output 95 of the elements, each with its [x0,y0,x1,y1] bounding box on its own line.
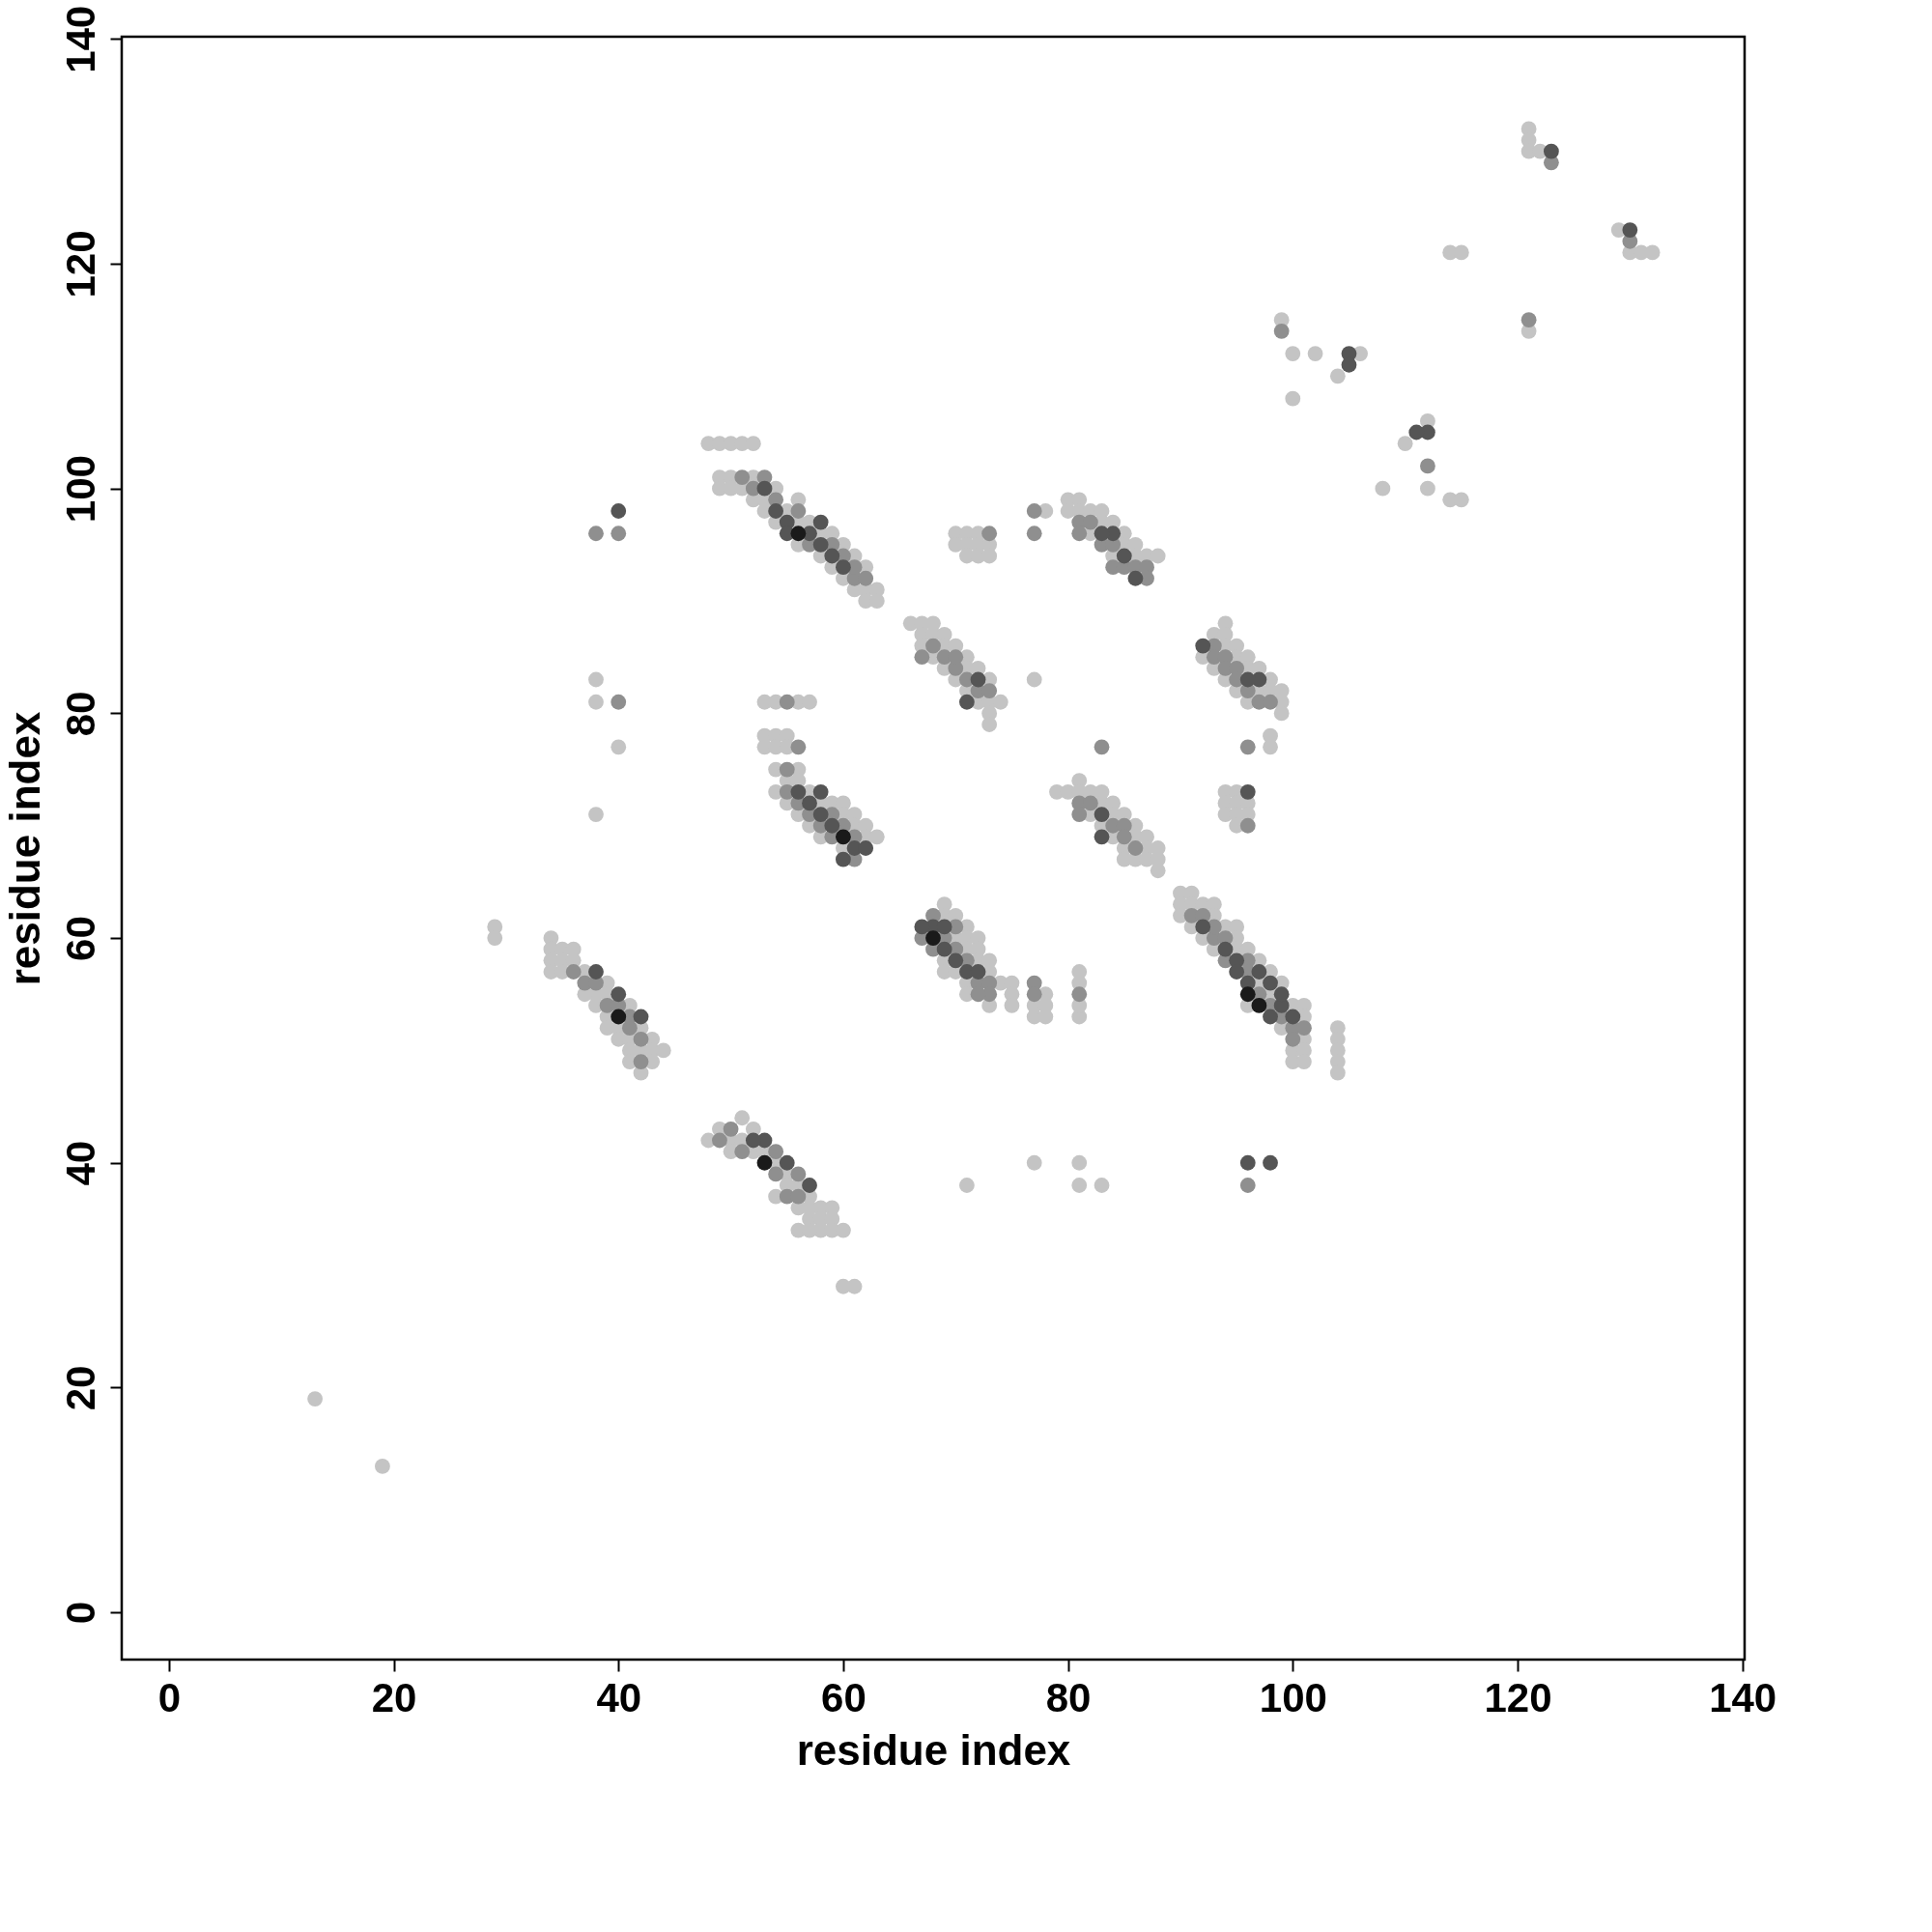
point [1520,312,1537,328]
y-tick-label: 20 [57,1365,103,1411]
point [588,526,604,542]
point [1296,1054,1312,1069]
point [802,694,817,710]
point [734,469,751,485]
point [1251,997,1267,1013]
y-tick-label: 140 [57,5,103,73]
x-tick-label: 60 [821,1674,867,1720]
point [1397,436,1413,452]
point [611,694,627,710]
point [836,829,851,845]
point [588,807,604,822]
point [1026,503,1042,519]
point [981,683,998,699]
point [1071,986,1088,1003]
point [1071,1154,1088,1171]
x-tick-label: 140 [1709,1674,1777,1720]
point [1273,705,1290,722]
point [846,1278,863,1294]
point [970,986,986,1003]
point [1127,840,1144,856]
point [1239,739,1256,755]
y-tick-label: 120 [57,230,103,298]
point [790,1188,807,1205]
point [1116,829,1132,845]
point [1026,526,1042,542]
x-tick-label: 20 [371,1674,417,1720]
point [1071,1178,1088,1193]
point [1026,986,1042,1003]
x-tick-label: 100 [1259,1674,1327,1720]
y-axis-title: residue index [0,711,48,986]
point [836,1222,851,1238]
x-tick-label: 80 [1045,1674,1092,1720]
x-tick-label: 120 [1484,1674,1552,1720]
point [1239,986,1256,1003]
point [1375,480,1391,497]
point [925,638,941,654]
point [1071,807,1088,822]
point [588,671,604,688]
point [1094,1178,1110,1193]
x-tick-label: 40 [596,1674,642,1720]
point [1026,671,1042,688]
point [981,717,998,732]
point [790,1166,807,1182]
x-axis-title: residue index [796,1725,1071,1774]
point [611,526,627,542]
point [633,1054,649,1069]
point [925,930,941,946]
y-tick-label: 100 [57,455,103,524]
point [858,570,874,586]
x-tick-label: 0 [157,1674,182,1720]
point [712,1132,727,1149]
point [1150,863,1166,879]
y-tick-label: 0 [57,1601,103,1625]
point [375,1459,390,1474]
point [1263,739,1278,755]
point [565,964,582,980]
point [790,526,807,542]
point [1239,1178,1256,1193]
point [779,694,795,710]
point [611,1009,627,1025]
point [734,1110,751,1126]
point [487,930,503,946]
point [790,739,807,755]
point [756,1154,773,1171]
point [633,1031,649,1047]
point [959,1178,975,1193]
point [1263,694,1278,710]
point [307,1391,324,1406]
y-tick-label: 40 [57,1140,103,1186]
point [981,526,998,542]
point [1273,323,1290,339]
y-tick-label: 60 [57,916,103,961]
point [914,649,930,666]
point [768,1166,784,1182]
point [1307,346,1323,361]
point [1094,739,1110,755]
point [734,1144,751,1160]
point [1329,368,1346,384]
point [1285,390,1301,407]
point [723,1121,739,1137]
point [1026,1154,1042,1171]
point [1239,817,1256,834]
point [779,761,795,778]
point [1296,1020,1312,1037]
point [1420,458,1435,474]
point [1071,526,1088,542]
point [588,694,604,710]
point [611,739,627,755]
y-tick-label: 80 [57,691,103,737]
point [1285,346,1301,361]
point [1420,480,1435,497]
point [768,1144,784,1160]
point [790,503,807,519]
